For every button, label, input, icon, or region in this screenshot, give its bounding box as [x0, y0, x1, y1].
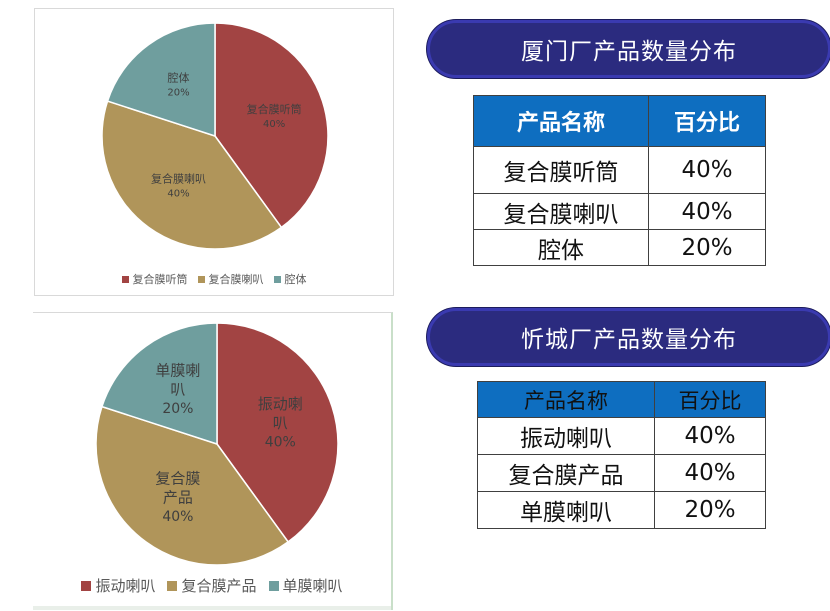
legend-item: 腔体	[273, 271, 307, 287]
legend-label: 复合膜产品	[181, 577, 257, 595]
chart-legend: 复合膜听筒 复合膜喇叭 腔体	[35, 271, 393, 287]
legend-label: 腔体	[284, 273, 307, 286]
column-header: 产品名称	[473, 95, 649, 147]
slice-category-label: 产品	[163, 488, 193, 506]
legend-item: 振动喇叭	[81, 575, 155, 596]
pie-chart-xiamen-plot: 复合膜听筒 40% 复合膜喇叭 40% 腔体 20%	[101, 22, 329, 250]
pie-slice	[214, 22, 329, 229]
table-row: 腔体 20%	[473, 229, 766, 266]
table-row: 复合膜听筒 40%	[473, 146, 766, 194]
slice-category-label: 复合膜听筒	[247, 102, 302, 116]
column-header: 百分比	[648, 95, 766, 147]
slice-percent-label: 20%	[162, 401, 193, 417]
table-cell: 单膜喇叭	[477, 491, 655, 529]
panel-title-xincheng: 忻城厂产品数量分布	[427, 308, 830, 366]
pie-slice	[95, 405, 290, 566]
panel-title-text: 忻城厂产品数量分布	[521, 327, 737, 353]
table-header-row: 产品名称 百分比	[477, 381, 766, 418]
legend-label: 复合膜听筒	[132, 273, 188, 286]
pie-chart-xiamen: 复合膜听筒 40% 复合膜喇叭 40% 腔体 20% 复合膜听筒 复合膜喇叭 腔体	[34, 8, 394, 296]
legend-item: 单膜喇叭	[268, 575, 343, 596]
table-xincheng: 产品名称 百分比 振动喇叭 40% 复合膜产品 40% 单膜喇叭 20%	[477, 381, 766, 529]
table-header-row: 产品名称 百分比	[473, 95, 766, 147]
table-row: 振动喇叭 40%	[477, 417, 766, 455]
slice-percent-label: 20%	[167, 88, 189, 99]
slice-category-label: 腔体	[167, 71, 189, 85]
legend-item: 复合膜喇叭	[197, 271, 264, 287]
pie-chart-xincheng: 振动喇叭 40% 复合膜 产品 40% 单膜喇叭 20% 振动喇叭 复合膜产品 单膜喇叭	[33, 312, 393, 610]
slice-category-label: 叭	[273, 414, 288, 432]
table-cell: 复合膜产品	[477, 454, 655, 492]
column-header: 产品名称	[477, 381, 655, 418]
table-cell: 复合膜听筒	[473, 146, 649, 194]
legend-swatch	[268, 580, 279, 591]
table-cell: 40%	[648, 193, 766, 230]
slice-percent-label: 40%	[162, 509, 193, 525]
slice-category-label: 复合膜喇叭	[151, 171, 206, 185]
slice-category-label: 单膜喇	[155, 362, 200, 380]
table-cell: 20%	[648, 229, 766, 266]
chart-legend: 振动喇叭 复合膜产品 单膜喇叭	[33, 575, 391, 596]
table-row: 单膜喇叭 20%	[477, 491, 766, 529]
table-cell: 40%	[654, 454, 766, 492]
panel-title-text: 厦门厂产品数量分布	[521, 39, 737, 65]
pie-slice	[216, 322, 339, 543]
table-cell: 40%	[654, 417, 766, 455]
pie-slice	[106, 22, 216, 138]
legend-label: 单膜喇叭	[282, 577, 343, 595]
legend-swatch	[81, 580, 92, 591]
legend-swatch	[273, 275, 281, 283]
legend-item: 复合膜听筒	[121, 271, 188, 287]
table-row: 复合膜产品 40%	[477, 454, 766, 492]
table-cell: 40%	[648, 146, 766, 194]
slice-percent-label: 40%	[263, 119, 285, 130]
pie-slice	[101, 100, 283, 250]
slice-category-label: 复合膜	[155, 469, 200, 487]
sheet-edge	[33, 606, 391, 610]
legend-swatch	[197, 275, 205, 283]
slice-percent-label: 40%	[265, 434, 296, 450]
table-cell: 复合膜喇叭	[473, 193, 649, 230]
legend-label: 复合膜喇叭	[208, 273, 264, 286]
table-row: 复合膜喇叭 40%	[473, 193, 766, 230]
column-header: 百分比	[654, 381, 766, 418]
table-cell: 腔体	[473, 229, 649, 266]
legend-label: 振动喇叭	[95, 577, 156, 595]
table-xiamen: 产品名称 百分比 复合膜听筒 40% 复合膜喇叭 40% 腔体 20%	[473, 95, 766, 266]
slice-category-label: 叭	[170, 381, 185, 399]
legend-swatch	[167, 580, 178, 591]
pie-slice	[100, 322, 218, 446]
panel-title-xiamen: 厦门厂产品数量分布	[427, 20, 830, 78]
legend-swatch	[121, 275, 129, 283]
slice-category-label: 振动喇	[258, 395, 303, 413]
table-cell: 20%	[654, 491, 766, 529]
slice-percent-label: 40%	[167, 188, 189, 199]
legend-item: 复合膜产品	[167, 575, 257, 596]
table-cell: 振动喇叭	[477, 417, 655, 455]
